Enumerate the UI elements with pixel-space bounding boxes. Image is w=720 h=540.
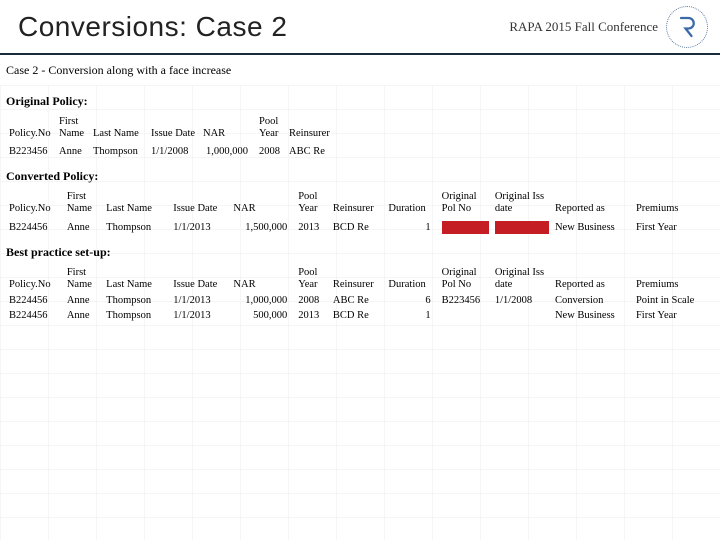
- logo-icon: [666, 6, 708, 48]
- col-issue: Issue Date: [148, 113, 200, 143]
- table-header-row: Policy.No First Name Last Name Issue Dat…: [6, 264, 714, 294]
- col-last: Last Name: [90, 113, 148, 143]
- section-converted: Converted Policy:: [6, 161, 714, 188]
- redacted-cell: x: [492, 218, 552, 237]
- conference-label: RAPA 2015 Fall Conference: [509, 19, 658, 35]
- table-row: B224456 Anne Thompson 1/1/2013 1,500,000…: [6, 218, 714, 237]
- header-bar: Conversions: Case 2 RAPA 2015 Fall Confe…: [0, 0, 720, 55]
- table-header-row: Policy.No First Name Last Name Issue Dat…: [6, 113, 714, 143]
- converted-table: Policy.No First Name Last Name Issue Dat…: [6, 188, 714, 237]
- section-original: Original Policy:: [6, 86, 714, 113]
- col-first: First Name: [56, 113, 90, 143]
- table-header-row: Policy.No First Name Last Name Issue Dat…: [6, 188, 714, 218]
- col-policy: Policy.No: [6, 113, 56, 143]
- page-title: Conversions: Case 2: [18, 11, 509, 43]
- col-pool: Pool Year: [256, 113, 286, 143]
- col-nar: NAR: [200, 113, 256, 143]
- subtitle: Case 2 - Conversion along with a face in…: [6, 61, 714, 86]
- best-table: Policy.No First Name Last Name Issue Dat…: [6, 264, 714, 322]
- table-row: B224456 Anne Thompson 1/1/2013 1,000,000…: [6, 294, 714, 308]
- section-best: Best practice set-up:: [6, 237, 714, 264]
- table-row: B223456 Anne Thompson 1/1/2008 1,000,000…: [6, 143, 714, 161]
- redacted-cell: x: [439, 218, 492, 237]
- col-rein: Reinsurer: [286, 113, 334, 143]
- original-table: Policy.No First Name Last Name Issue Dat…: [6, 113, 714, 161]
- content-area: Case 2 - Conversion along with a face in…: [0, 55, 720, 323]
- table-row: B224456 Anne Thompson 1/1/2013 500,000 2…: [6, 309, 714, 323]
